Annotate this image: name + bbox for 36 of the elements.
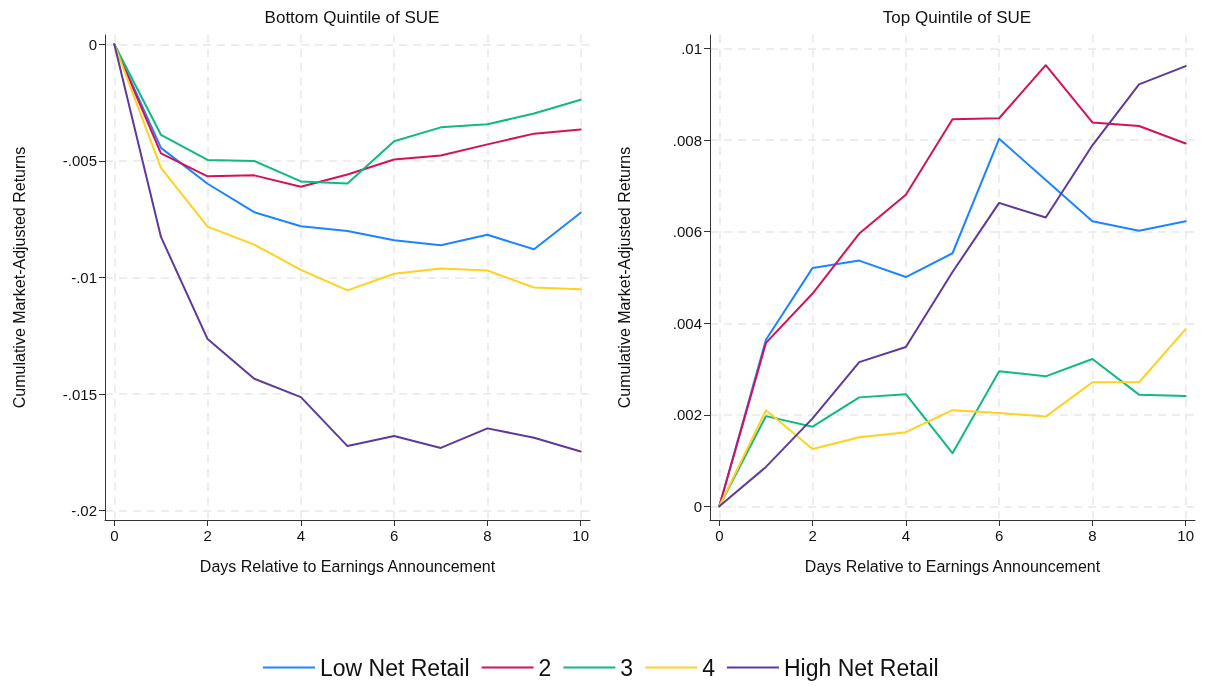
y-tick-label: -.01 (71, 269, 97, 286)
x-axis-title: Days Relative to Earnings Announcement (804, 557, 1101, 575)
x-tick-label: 10 (572, 527, 590, 544)
x-tick-label: 0 (715, 527, 724, 544)
line-series (113, 43, 582, 453)
y-tick-label: -.02 (71, 502, 97, 520)
y-tick-label: -.005 (62, 152, 97, 170)
y-tick-label: 0 (693, 497, 702, 515)
x-tick-label: 4 (901, 527, 911, 544)
x-tick-label: 2 (203, 527, 212, 544)
y-tick-label: .002 (672, 406, 702, 424)
x-tick-label: 0 (110, 527, 119, 544)
x-tick-label: 6 (994, 527, 1004, 544)
x-tick-label: 10 (1177, 527, 1195, 544)
legend-label: Low Net Retail (320, 654, 470, 681)
y-tick-label: .008 (672, 131, 702, 149)
chart-title: Top Quintile of SUE (882, 8, 1032, 27)
y-tick-label: -.015 (62, 385, 97, 403)
legend-label: High Net Retail (783, 654, 939, 681)
x-axis-title: Days Relative to Earnings Announcement (199, 557, 496, 575)
x-tick-label: 6 (389, 527, 399, 544)
y-tick-label: 0 (88, 35, 97, 53)
x-tick-label: 8 (483, 527, 492, 544)
y-tick-label: .006 (672, 223, 702, 241)
y-tick-label: .004 (672, 314, 702, 332)
x-tick-label: 2 (808, 527, 817, 544)
legend-label: 3 (620, 654, 634, 681)
y-tick-label: .01 (681, 40, 702, 58)
legend-label: 2 (538, 654, 552, 681)
y-axis-title: Cumulative Market-Adjusted Returns (10, 146, 28, 409)
y-axis-title: Cumulative Market-Adjusted Returns (615, 146, 633, 409)
x-tick-label: 8 (1088, 527, 1097, 544)
line-series (718, 328, 1187, 508)
legend-label: 4 (702, 654, 716, 681)
x-tick-label: 4 (296, 527, 306, 544)
chart-title: Bottom Quintile of SUE (264, 8, 440, 27)
